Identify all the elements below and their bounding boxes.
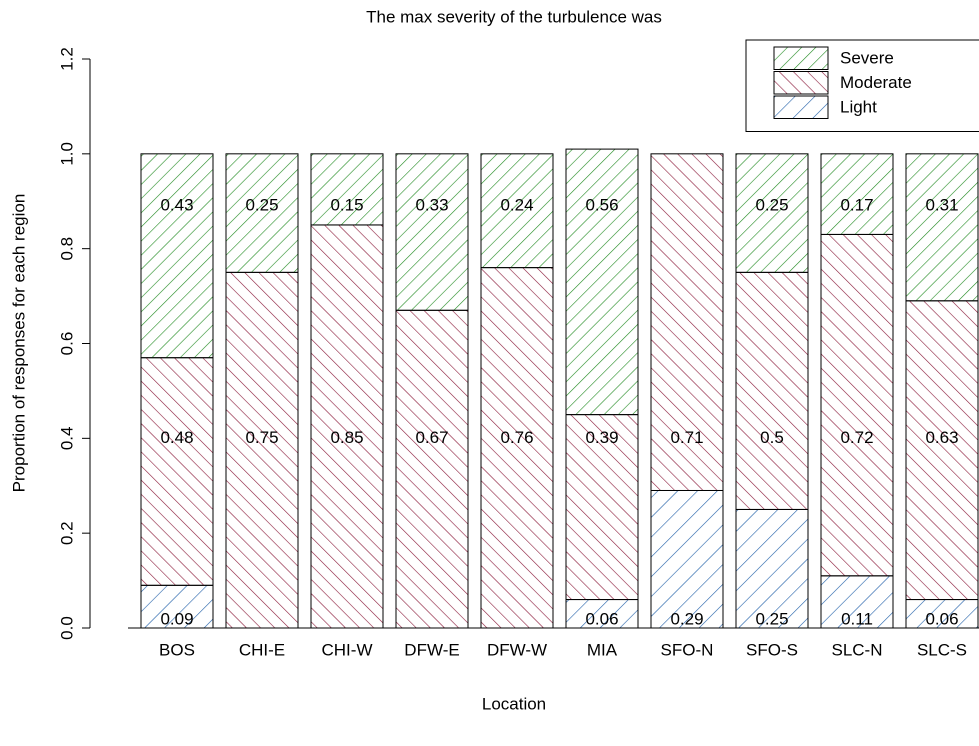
bar-segment (310, 224, 384, 629)
x-tick-label: MIA (587, 640, 618, 659)
data-label: 0.72 (840, 428, 873, 447)
bar-segment (650, 153, 724, 491)
data-label: 0.56 (585, 195, 618, 214)
data-label: 0.29 (670, 609, 703, 628)
bar-segment (820, 575, 894, 629)
bar-segment (310, 153, 384, 226)
legend-label: Severe (840, 49, 894, 68)
x-tick-label: SFO-S (746, 640, 798, 659)
x-tick-label: SFO-N (661, 640, 714, 659)
data-label: 0.5 (760, 428, 784, 447)
x-tick-label: SLC-S (917, 640, 967, 659)
data-label: 0.63 (925, 428, 958, 447)
data-label: 0.48 (160, 428, 193, 447)
bar-segment (225, 271, 299, 629)
bar-segment (395, 153, 469, 311)
data-label: 0.11 (841, 609, 873, 628)
y-tick-label: 0.6 (57, 332, 76, 356)
bar-segment (565, 148, 639, 416)
data-label: 0.25 (755, 609, 788, 628)
x-tick-label: BOS (159, 640, 195, 659)
bar-segment (735, 153, 809, 273)
y-tick-label: 0.2 (57, 521, 76, 545)
data-label: 0.25 (245, 195, 278, 214)
y-axis-label: Proportion of responses for each region (9, 194, 28, 493)
data-label: 0.17 (840, 195, 873, 214)
data-label: 0.15 (330, 195, 363, 214)
bar-segment (225, 153, 299, 273)
data-label: 0.06 (925, 609, 958, 628)
data-label: 0.06 (585, 609, 618, 628)
data-label: 0.09 (160, 609, 193, 628)
bar-segment (480, 267, 554, 629)
bar-segment (820, 153, 894, 235)
bar-segment (905, 153, 979, 302)
data-label: 0.71 (670, 428, 703, 447)
bar-segment (735, 508, 809, 629)
data-label: 0.75 (245, 428, 278, 447)
data-label: 0.25 (755, 195, 788, 214)
y-tick-label: 0.4 (57, 427, 76, 451)
y-tick-label: 1.2 (57, 47, 76, 71)
y-tick-label: 1.0 (57, 142, 76, 166)
x-tick-label: CHI-W (322, 640, 373, 659)
bar-segment (820, 233, 894, 577)
bar-segment (395, 309, 469, 629)
data-label: 0.67 (415, 428, 448, 447)
bar-segment (565, 414, 639, 601)
data-label: 0.39 (585, 428, 618, 447)
data-label: 0.33 (415, 195, 448, 214)
bar-segment (650, 489, 724, 629)
bar-segment (480, 153, 554, 269)
legend-swatch (773, 46, 829, 70)
data-label: 0.43 (160, 195, 193, 214)
y-tick-label: 0.0 (57, 616, 76, 640)
chart-title: The max severity of the turbulence was (366, 7, 662, 26)
bar-segment (140, 357, 214, 586)
x-axis-label: Location (482, 694, 546, 713)
x-tick-label: DFW-E (404, 640, 459, 659)
legend-label: Moderate (840, 73, 912, 92)
legend-swatch (773, 71, 829, 95)
legend-label: Light (840, 98, 877, 117)
x-tick-label: SLC-N (831, 640, 882, 659)
bar-segment (735, 271, 809, 510)
x-tick-label: CHI-E (239, 640, 285, 659)
data-label: 0.24 (500, 195, 533, 214)
data-label: 0.31 (925, 195, 958, 214)
data-label: 0.76 (500, 428, 533, 447)
x-tick-label: DFW-W (487, 640, 547, 659)
legend-swatch (773, 95, 829, 119)
bar-segment (140, 153, 214, 359)
bar-segment (905, 300, 979, 601)
y-tick-label: 0.8 (57, 237, 76, 261)
data-label: 0.85 (330, 428, 363, 447)
bar-segment (140, 584, 214, 629)
